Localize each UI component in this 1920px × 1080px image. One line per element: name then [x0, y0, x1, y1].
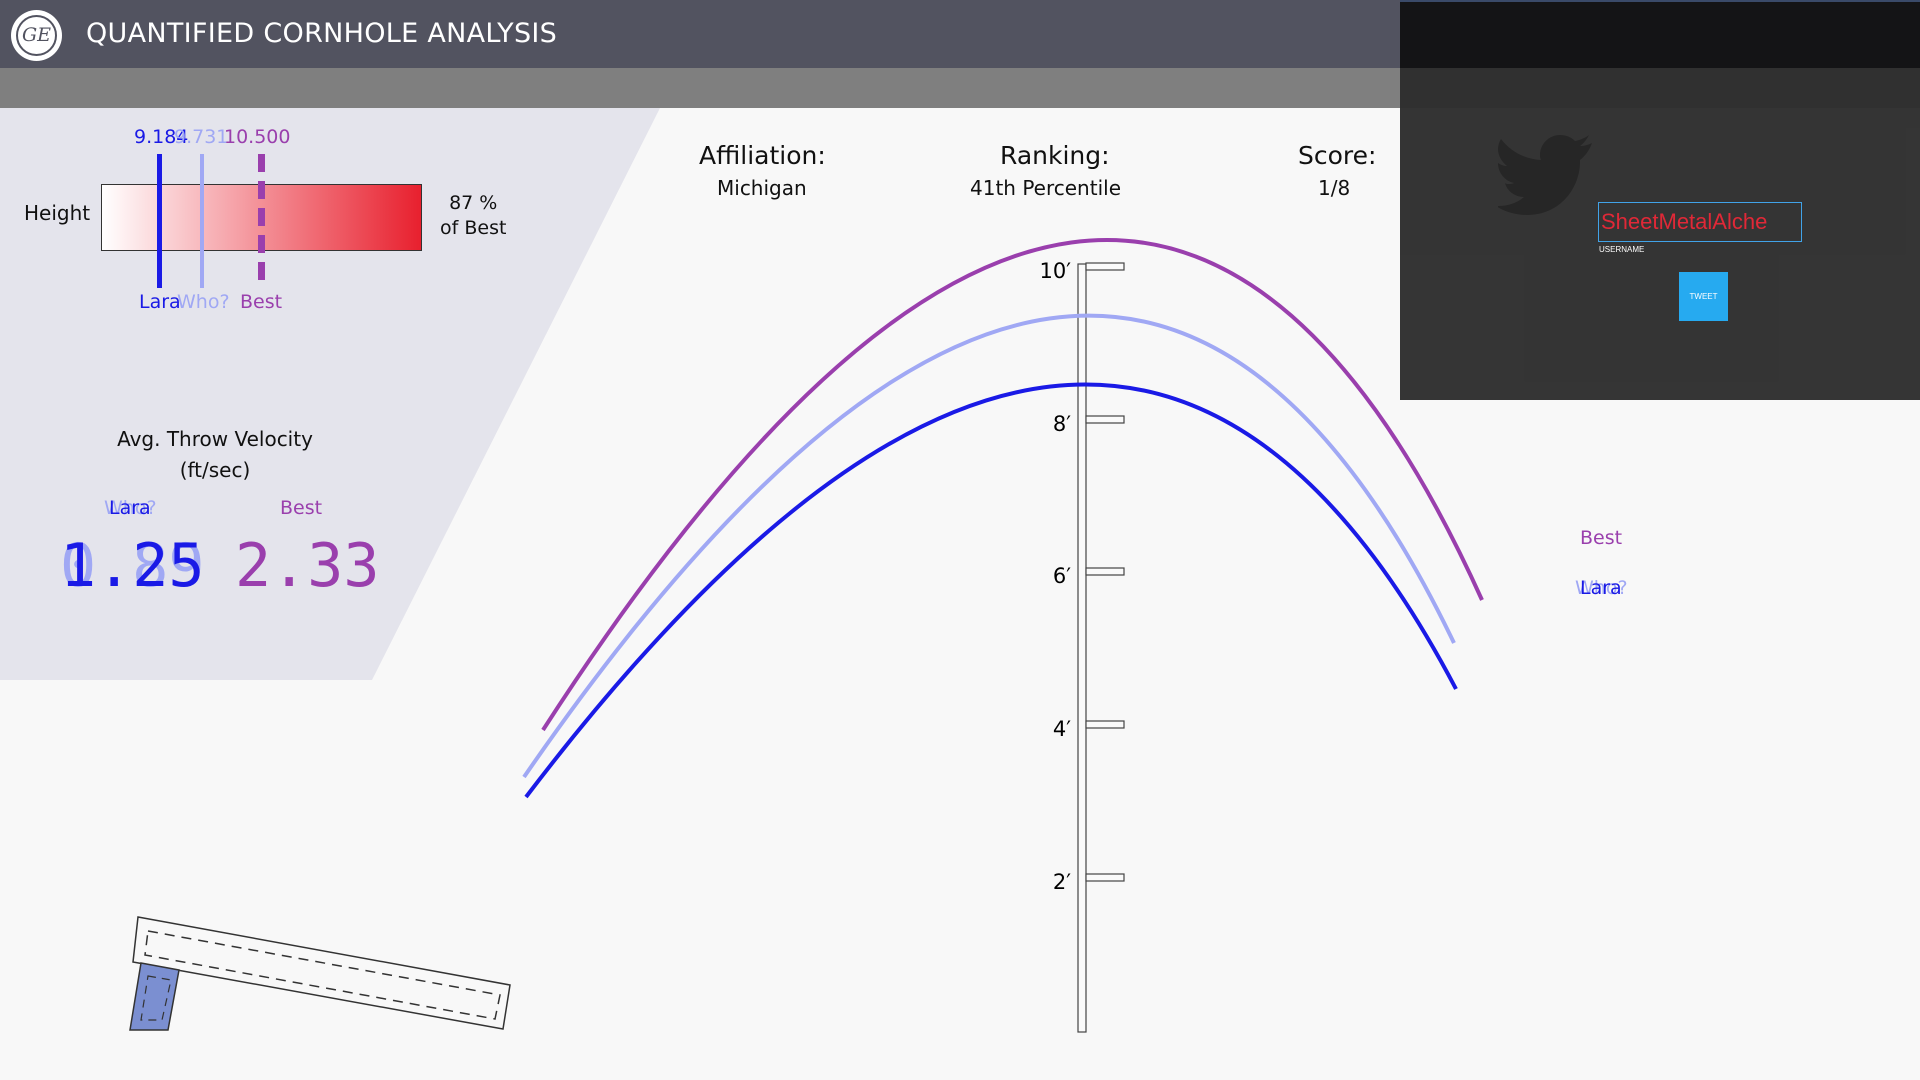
height-label: Height: [24, 201, 91, 225]
velocity-value-who: 0.89: [60, 531, 205, 601]
ruler-tick-6: [1085, 567, 1125, 576]
legend-best: Best: [1580, 527, 1623, 549]
velocity-title: Avg. Throw Velocity (ft/sec): [110, 424, 320, 486]
username-label: USERNAME: [1599, 245, 1645, 254]
velocity-label-best: Best: [280, 497, 323, 519]
velocity-title-text: Avg. Throw Velocity: [117, 427, 313, 451]
ruler-label-8: 8′: [1053, 412, 1071, 436]
legend-lara: Lara: [1580, 577, 1622, 599]
ruler-tick-2: [1085, 873, 1125, 882]
ruler-tick-10: [1085, 262, 1125, 271]
ge-logo-text: GE: [16, 15, 57, 56]
height-percent: 87 % of Best: [440, 191, 506, 241]
ranking-label: Ranking:: [1000, 141, 1110, 170]
trajectory-best: [541, 238, 1484, 732]
ruler-tick-8: [1085, 415, 1125, 424]
username-input[interactable]: [1598, 202, 1802, 242]
score-label: Score:: [1298, 141, 1377, 170]
affiliation-label: Affiliation:: [699, 141, 826, 170]
height-ruler: 10′ 8′ 6′ 4′ 2′: [1040, 259, 1125, 1033]
tweet-button[interactable]: TWEET: [1679, 272, 1728, 321]
ruler-tick-4: [1085, 720, 1125, 729]
height-label-who: Who?: [177, 291, 230, 313]
ranking-value: 41th Percentile: [970, 176, 1121, 200]
trajectory-lara: [524, 382, 1458, 799]
height-value-lara: 9.184: [134, 126, 189, 148]
score-value: 1/8: [1318, 176, 1351, 200]
ruler-label-4: 4′: [1053, 717, 1071, 741]
height-value-who: 9.731: [174, 126, 229, 148]
height-marker-best: [258, 154, 265, 288]
height-percent-value: 87 %: [449, 192, 498, 214]
trajectory-who: [522, 313, 1456, 779]
velocity-label-lara: Lara: [109, 497, 151, 519]
legend-who: Who?: [1575, 577, 1628, 599]
ruler-label-10: 10′: [1040, 259, 1072, 283]
twitter-panel: USERNAME TWEET: [1400, 0, 1920, 400]
height-value-best: 10.500: [224, 126, 291, 148]
height-label-lara: Lara: [139, 291, 181, 313]
app-title: QUANTIFIED CORNHOLE ANALYSIS: [86, 18, 558, 49]
ge-logo: GE: [11, 10, 62, 61]
height-marker-lara: [157, 154, 162, 288]
velocity-label-who: Who?: [104, 497, 157, 519]
height-marker-who: [200, 154, 204, 288]
height-label-best: Best: [240, 291, 283, 313]
velocity-value-lara: 1.25: [60, 531, 205, 601]
height-percent-caption: of Best: [440, 217, 507, 239]
twitter-panel-topbar: [1400, 0, 1920, 68]
ruler-label-2: 2′: [1053, 870, 1071, 894]
velocity-unit: (ft/sec): [179, 458, 251, 482]
velocity-value-best: 2.33: [235, 531, 380, 601]
twitter-bird-icon: [1498, 135, 1592, 215]
ruler-label-6: 6′: [1053, 564, 1071, 588]
affiliation-value: Michigan: [717, 176, 807, 200]
cornhole-board-icon: [129, 916, 511, 1031]
